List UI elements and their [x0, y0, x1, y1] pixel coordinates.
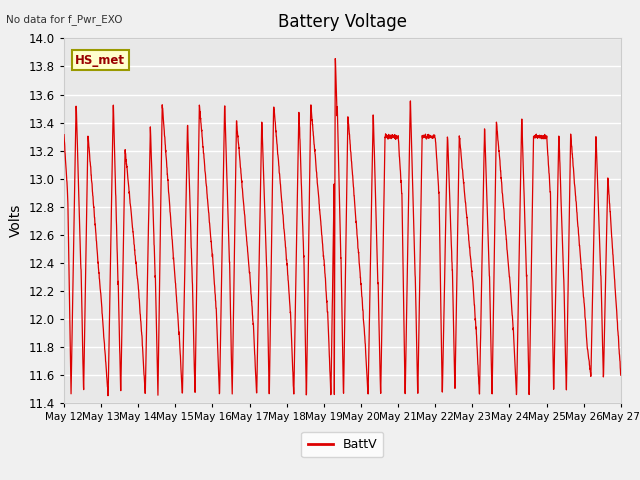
Text: No data for f_Pwr_EXO: No data for f_Pwr_EXO [6, 14, 123, 25]
Y-axis label: Volts: Volts [9, 204, 23, 238]
Legend: BattV: BattV [301, 432, 383, 457]
Text: HS_met: HS_met [75, 54, 125, 67]
Title: Battery Voltage: Battery Voltage [278, 13, 407, 31]
